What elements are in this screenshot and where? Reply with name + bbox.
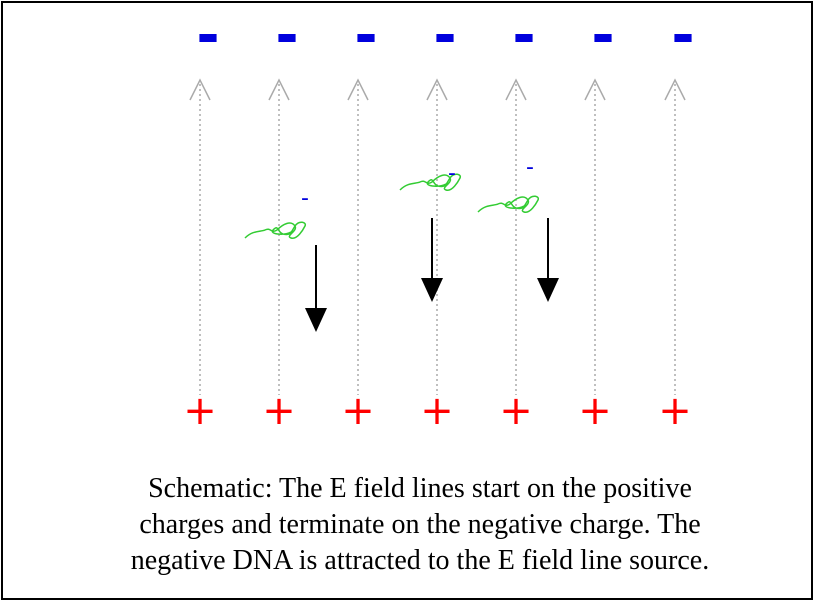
caption-line: negative DNA is attracted to the E field…	[131, 545, 709, 576]
field-arrowhead	[426, 78, 448, 101]
positive-charge: +	[578, 388, 612, 434]
field-arrowhead	[584, 78, 606, 101]
force-arrowhead	[305, 308, 327, 332]
dna-charge: -	[448, 161, 456, 186]
positive-charge: +	[658, 388, 692, 434]
positive-charge: +	[183, 388, 217, 434]
field-arrowhead	[189, 78, 211, 101]
negative-charge: -	[275, 3, 298, 68]
positive-charge: +	[262, 388, 296, 434]
negative-charge: -	[433, 3, 456, 68]
caption-line: charges and terminate on the negative ch…	[139, 509, 700, 540]
negative-charge: -	[354, 3, 377, 68]
negative-charge: -	[512, 3, 535, 68]
field-arrowhead	[347, 78, 369, 101]
force-arrowhead	[537, 278, 559, 302]
field-arrowhead	[664, 78, 686, 101]
force-arrowhead	[421, 278, 443, 302]
dna-strand	[244, 221, 307, 239]
negative-charge: -	[671, 3, 694, 68]
positive-charge: +	[341, 388, 375, 434]
positive-charge: +	[420, 388, 454, 434]
negative-charge: -	[591, 3, 614, 68]
positive-charge: +	[499, 388, 533, 434]
negative-charge: -	[196, 3, 219, 68]
dna-charge: -	[301, 186, 309, 211]
field-arrowhead	[505, 78, 527, 101]
caption-line: Schematic: The E field lines start on th…	[148, 473, 692, 504]
field-arrowhead	[268, 78, 290, 101]
dna-strand	[399, 173, 462, 191]
dna-charge: -	[526, 155, 534, 180]
dna-strand	[477, 195, 540, 213]
